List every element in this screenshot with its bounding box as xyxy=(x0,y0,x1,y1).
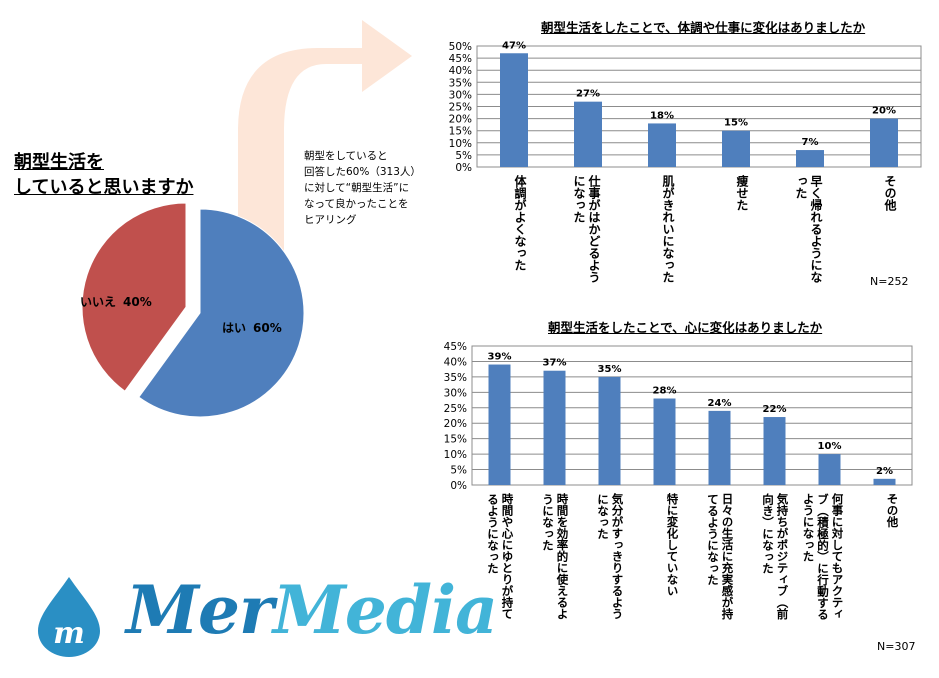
logo-media: Media xyxy=(272,571,498,649)
y-tick-label: 50% xyxy=(449,41,472,53)
pie-title-line2: していると思いますか xyxy=(14,177,194,198)
category-label: 気分がすっきりするようになった xyxy=(596,492,625,619)
chart1-title: 朝型生活をしたことで、体調や仕事に変化はありましたか xyxy=(541,20,866,35)
category-label: 早く帰れるようになった xyxy=(794,175,823,284)
bar-value-label: 27% xyxy=(576,89,600,100)
y-tick-label: 25% xyxy=(449,102,472,114)
chart2-title: 朝型生活をしたことで、心に変化はありましたか xyxy=(548,320,823,335)
bar-value-label: 7% xyxy=(802,137,819,148)
bar xyxy=(543,370,566,485)
bar-value-label: 39% xyxy=(488,352,512,363)
y-tick-label: 30% xyxy=(449,89,472,101)
category-label: 何事に対してもアクティブ（積極的）に行動するようになった xyxy=(802,492,845,620)
y-tick-label: 0% xyxy=(455,162,472,174)
plot-frame xyxy=(471,345,913,486)
note-line4: なって良かったことを xyxy=(304,198,409,210)
y-tick-label: 45% xyxy=(444,341,467,353)
bar-value-label: 47% xyxy=(502,40,526,51)
bar xyxy=(500,53,528,168)
pie-title-line1: 朝型生活を xyxy=(14,152,104,173)
chart1-n-label: N=252 xyxy=(870,275,909,288)
y-tick-label: 40% xyxy=(449,65,472,77)
category-label: 痩せた xyxy=(735,174,749,211)
y-tick-label: 20% xyxy=(444,418,467,430)
pie-slice-label: はい 60% xyxy=(222,321,282,335)
y-tick-label: 15% xyxy=(449,126,472,138)
note-line3: に対して“朝型生活”に xyxy=(304,182,410,194)
category-label: 時間を効率的に使えるようになった xyxy=(541,492,570,620)
logo-drop-letter: m xyxy=(53,616,85,651)
pie-title: 朝型生活を していると思いますか xyxy=(14,150,193,200)
note-line2: 回答した60%（313人） xyxy=(304,166,421,178)
bar xyxy=(870,118,898,167)
logo-text: MerMedia xyxy=(126,571,498,649)
bar xyxy=(796,150,824,167)
bar xyxy=(653,398,676,485)
y-tick-label: 15% xyxy=(444,434,467,446)
bar xyxy=(873,478,896,485)
plot-frame xyxy=(476,45,922,168)
pie-slice-label: いいえ 40% xyxy=(80,295,152,309)
category-label: 体調がよくなった xyxy=(513,174,527,271)
bar-value-label: 20% xyxy=(872,106,896,117)
note-line5: ヒアリング xyxy=(304,214,357,226)
category-label: 気持ちがポジティブ（前向き）になった xyxy=(761,492,790,620)
bar-value-label: 15% xyxy=(724,118,748,129)
water-drop-icon: m xyxy=(38,577,100,657)
pie-slice xyxy=(81,202,187,392)
y-tick-label: 35% xyxy=(449,77,472,89)
bar xyxy=(648,123,676,167)
y-tick-label: 45% xyxy=(449,53,472,65)
y-tick-label: 40% xyxy=(444,356,467,368)
y-tick-label: 5% xyxy=(455,150,472,162)
bar-value-label: 22% xyxy=(763,404,787,415)
y-tick-label: 25% xyxy=(444,403,467,415)
bar-value-label: 37% xyxy=(543,358,567,369)
bar-value-label: 24% xyxy=(708,398,732,409)
category-label: 仕事がはかどるようになった xyxy=(572,174,601,283)
category-label: 日々の生活に充実感が持てるようになった xyxy=(706,493,735,620)
pie-slice xyxy=(138,208,305,418)
y-tick-label: 10% xyxy=(449,138,472,150)
y-tick-label: 0% xyxy=(450,480,467,492)
bar xyxy=(574,101,602,167)
y-tick-label: 35% xyxy=(444,372,467,384)
mermedia-logo: m MerMedia xyxy=(30,571,498,657)
bar xyxy=(708,410,731,485)
bar-value-label: 35% xyxy=(598,364,622,375)
bar-value-label: 2% xyxy=(876,466,893,477)
bar-value-label: 18% xyxy=(650,110,674,121)
category-label: 特に変化していない xyxy=(666,492,680,596)
category-label: 時間や心にゆとりが持てるようになった xyxy=(486,492,515,619)
bar xyxy=(488,364,511,485)
category-label: 肌がきれいになった xyxy=(661,174,675,283)
bar xyxy=(818,454,841,485)
category-label: その他 xyxy=(886,493,900,528)
y-tick-label: 5% xyxy=(450,465,467,477)
bar xyxy=(598,376,621,485)
y-tick-label: 30% xyxy=(444,387,467,399)
y-tick-label: 20% xyxy=(449,114,472,126)
bar xyxy=(763,417,786,485)
bar-value-label: 28% xyxy=(653,386,677,397)
logo-mer: Mer xyxy=(126,571,274,649)
note-line1: 朝型をしていると xyxy=(304,150,388,162)
bar xyxy=(722,130,750,167)
y-tick-label: 10% xyxy=(444,449,467,461)
category-label: その他 xyxy=(883,175,897,212)
survey-note: 朝型をしていると 回答した60%（313人） に対して“朝型生活”に なって良か… xyxy=(304,148,434,228)
chart2-n-label: N=307 xyxy=(877,640,916,653)
bar-value-label: 10% xyxy=(818,441,842,452)
